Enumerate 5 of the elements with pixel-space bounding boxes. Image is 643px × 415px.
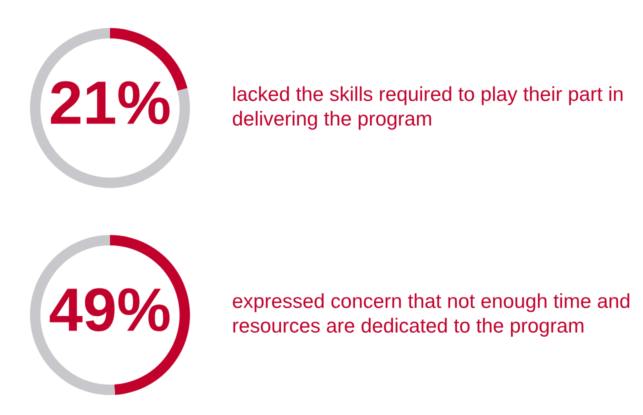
- text: lacked the skills required to play their part in delivering the program: [232, 86, 622, 130]
- text: expressed concern that not enough time and resources are dedicated to the program: [232, 293, 630, 337]
- data-label: 21%: [50, 81, 170, 124]
- data-label: 49%: [50, 288, 170, 332]
- donut-slice: [30, 28, 190, 188]
